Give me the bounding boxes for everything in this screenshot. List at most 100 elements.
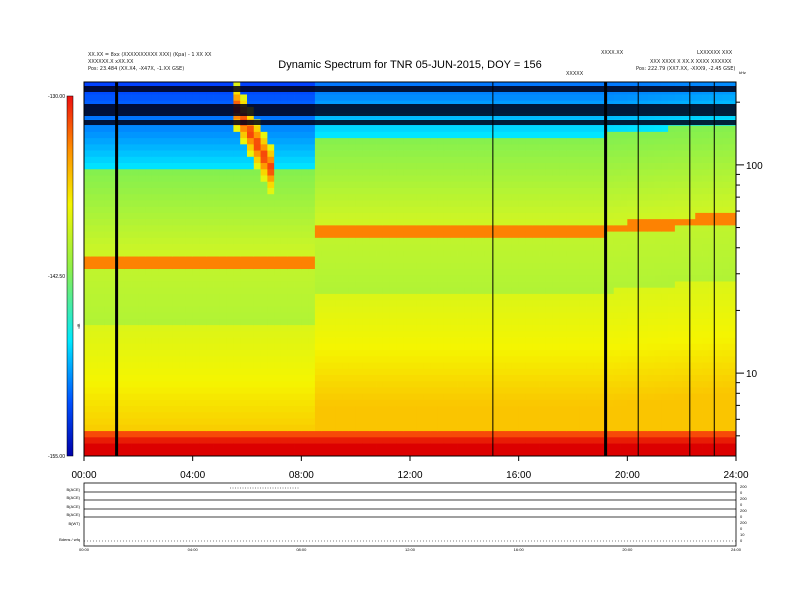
spectrogram-cell	[505, 337, 513, 345]
spectrogram-cell	[620, 144, 628, 151]
spectrogram-cell	[219, 244, 228, 251]
spectrogram-cell	[280, 300, 289, 307]
spectrogram-cell	[90, 424, 98, 432]
spectrogram-cell	[511, 269, 520, 276]
spectrogram-cell	[471, 325, 479, 332]
spectrogram-cell	[566, 187, 574, 195]
spectrogram-cell	[396, 350, 404, 357]
spectrogram-cell	[382, 150, 391, 158]
spectrogram-cell	[348, 262, 357, 270]
spectrogram-cell	[97, 325, 105, 332]
spectrogram-cell	[450, 381, 458, 388]
spectrogram-cell	[430, 212, 438, 220]
spectrogram-cell	[613, 368, 621, 376]
spectrogram-cell	[165, 374, 173, 382]
spectrogram-cell	[552, 150, 560, 158]
spectrogram-cell	[518, 150, 526, 158]
spectrogram-cell	[525, 443, 533, 451]
spectrogram-cell	[199, 281, 207, 289]
spectrogram-cell	[314, 306, 323, 314]
spectrogram-cell	[593, 156, 601, 164]
spectrogram-cell	[287, 206, 295, 214]
spectrogram-cell	[606, 331, 615, 338]
spectrogram-cell	[613, 113, 621, 120]
spectrogram-cell	[464, 387, 472, 395]
spectrogram-cell	[314, 244, 323, 251]
spectrogram-cell	[280, 181, 289, 189]
spectrogram-cell	[274, 362, 282, 370]
spectrogram-cell	[213, 381, 221, 388]
spectrogram-cell	[145, 181, 153, 189]
spectrogram-cell	[355, 269, 363, 276]
spectrogram-cell	[172, 443, 180, 451]
spectrogram-cell	[423, 82, 431, 89]
spectrogram-cell	[301, 82, 309, 89]
spectrogram-cell	[450, 187, 458, 195]
spectrogram-cell	[355, 150, 363, 158]
spectrogram-cell	[593, 325, 601, 332]
spectrogram-cell	[416, 156, 424, 164]
spectrogram-cell	[437, 269, 445, 276]
spectrogram-cell	[613, 187, 621, 195]
spectrogram-cell	[355, 443, 363, 451]
spectrogram-cell	[84, 256, 92, 264]
spectrogram-cell	[328, 131, 336, 139]
spectrogram-cell	[138, 399, 146, 407]
spectrogram-cell	[593, 150, 601, 158]
spectrogram-cell	[131, 262, 139, 270]
spectrogram-cell	[403, 200, 411, 208]
spectrogram-cell	[566, 399, 574, 407]
spectrogram-cell	[84, 356, 92, 363]
spectrogram-cell	[226, 231, 234, 239]
spectrogram-cell	[117, 300, 126, 307]
spectrogram-cell	[240, 381, 248, 388]
spectrogram-cell	[532, 281, 540, 289]
spectrogram-cell	[90, 181, 98, 189]
spectrogram-cell	[511, 312, 520, 320]
spectrogram-cell	[104, 219, 112, 226]
spectrogram-cell	[355, 362, 363, 370]
spectrogram-cell	[369, 169, 377, 176]
spectrogram-cell	[335, 418, 343, 426]
spectrogram-cell	[219, 449, 228, 457]
spectrogram-cell	[423, 325, 431, 332]
spectrogram-cell	[430, 431, 438, 438]
spectrogram-cell	[477, 362, 486, 370]
spectrogram-cell	[600, 399, 608, 407]
spectrogram-cell	[131, 194, 139, 201]
spectrogram-cell	[403, 393, 411, 401]
spectrogram-cell	[532, 181, 540, 189]
spectrogram-cell	[314, 287, 323, 295]
spectrogram-cell	[552, 256, 560, 264]
spectrogram-cell	[342, 163, 350, 170]
spectrogram-cell	[369, 125, 377, 133]
spectrogram-cell	[579, 312, 587, 320]
spectrogram-cell	[287, 144, 295, 151]
spectrogram-cell	[552, 269, 560, 276]
spectrogram-cell	[389, 187, 397, 195]
spectrogram-cell	[301, 231, 309, 239]
spectrogram-cell	[145, 287, 153, 295]
spectrogram-cell	[90, 169, 98, 176]
spectrogram-cell	[437, 337, 445, 345]
spectrogram-cell	[410, 244, 418, 251]
spectrogram-cell	[640, 350, 649, 357]
spectrogram-cell	[532, 206, 540, 214]
spectrogram-cell	[348, 424, 357, 432]
spectrogram-cell	[314, 125, 323, 133]
spectrogram-cell	[294, 125, 302, 133]
spectrogram-cell	[185, 262, 194, 270]
spectrogram-cell	[131, 443, 139, 451]
spectrogram-cell	[498, 194, 506, 201]
spectrogram-cell	[247, 337, 255, 345]
spectrogram-cell	[84, 412, 92, 419]
spectrogram-cell	[233, 269, 241, 276]
spectrogram-cell	[90, 337, 98, 345]
spectrogram-cell	[620, 275, 628, 282]
spectrogram-cell	[280, 399, 289, 407]
spectrogram-cell	[124, 431, 132, 438]
spectrogram-cell	[593, 350, 601, 357]
spectrogram-cell	[355, 381, 363, 388]
spectrogram-cell	[280, 368, 289, 376]
spectrogram-cell	[464, 113, 472, 120]
